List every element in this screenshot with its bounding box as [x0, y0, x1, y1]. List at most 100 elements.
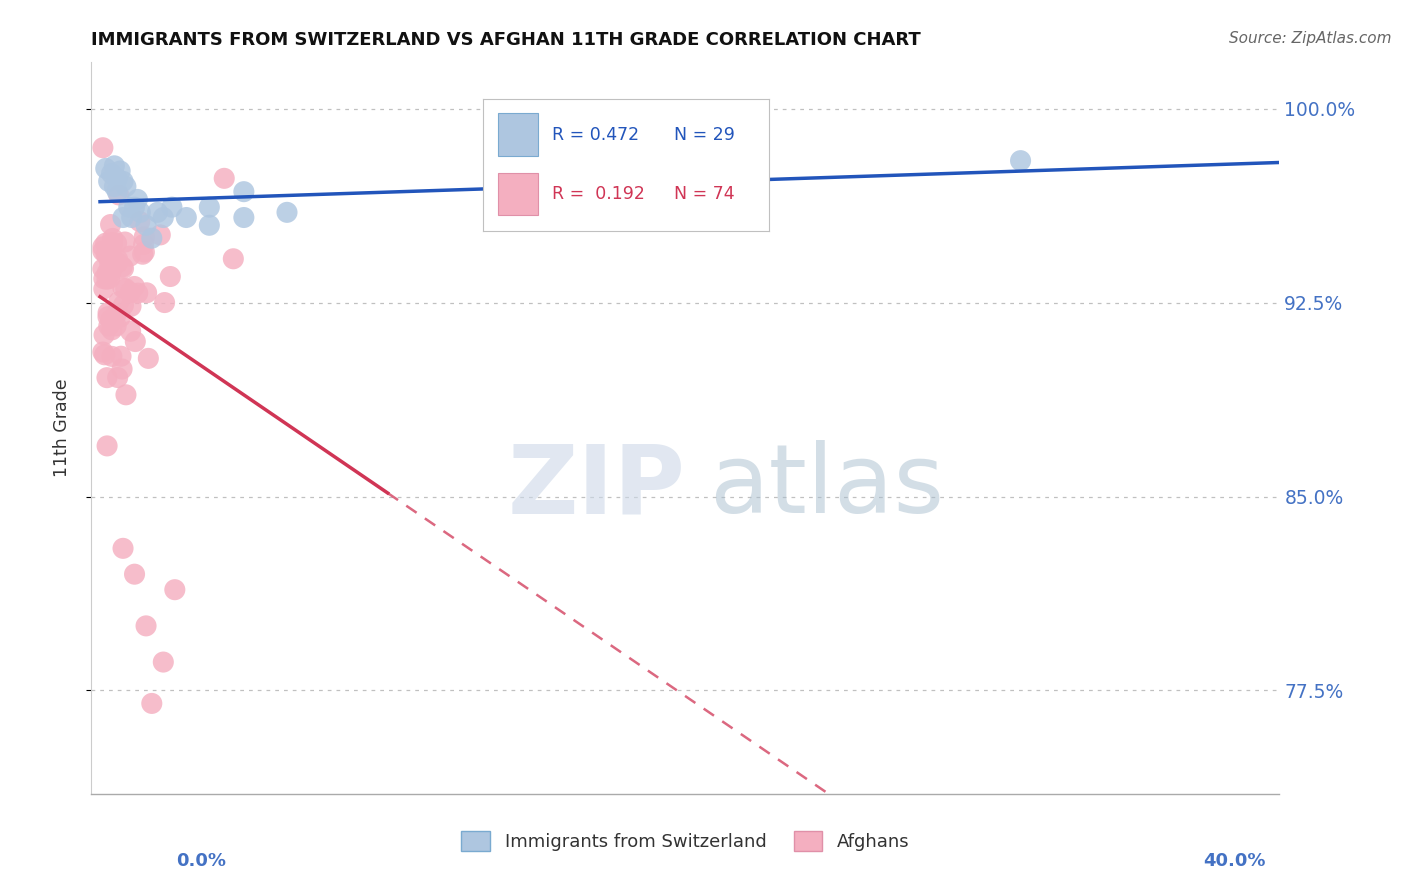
Point	[128, 214, 150, 228]
Point	[1010, 153, 1032, 168]
Point	[100, 313, 122, 327]
Point	[121, 211, 143, 225]
Point	[98, 256, 121, 270]
Point	[105, 308, 128, 322]
Point	[96, 272, 118, 286]
Point	[101, 231, 124, 245]
Point	[103, 313, 125, 327]
Point	[101, 235, 124, 250]
Point	[93, 282, 115, 296]
Point	[112, 541, 135, 556]
Point	[103, 159, 125, 173]
Point	[114, 282, 136, 296]
Point	[91, 240, 114, 254]
Point	[112, 174, 135, 188]
Point	[112, 298, 135, 312]
Point	[111, 281, 134, 295]
Point	[103, 179, 125, 194]
Point	[105, 236, 128, 251]
Point	[93, 271, 115, 285]
Point	[93, 327, 115, 342]
Point	[135, 219, 157, 233]
Point	[91, 141, 114, 155]
Point	[176, 211, 198, 225]
Point	[135, 285, 157, 300]
Point	[120, 285, 142, 300]
Point	[96, 247, 118, 261]
Point	[232, 185, 254, 199]
Point	[138, 351, 160, 366]
Point	[96, 439, 118, 453]
Legend: Immigrants from Switzerland, Afghans: Immigrants from Switzerland, Afghans	[454, 823, 917, 858]
Point	[127, 193, 149, 207]
Point	[198, 219, 221, 233]
Point	[198, 200, 221, 214]
Point	[115, 179, 138, 194]
Point	[97, 319, 120, 334]
Point	[105, 318, 128, 333]
Point	[93, 348, 115, 362]
Point	[212, 171, 235, 186]
Text: IMMIGRANTS FROM SWITZERLAND VS AFGHAN 11TH GRADE CORRELATION CHART: IMMIGRANTS FROM SWITZERLAND VS AFGHAN 11…	[91, 31, 921, 49]
Point	[650, 167, 672, 181]
Point	[105, 185, 128, 199]
Point	[152, 211, 174, 225]
Point	[163, 582, 186, 597]
Point	[124, 279, 146, 293]
Point	[96, 370, 118, 384]
Point	[107, 188, 129, 202]
Point	[97, 306, 120, 320]
Point	[98, 271, 121, 285]
Point	[134, 230, 156, 244]
Point	[120, 299, 142, 313]
Point	[94, 161, 117, 176]
Point	[100, 218, 122, 232]
Point	[91, 345, 114, 359]
Text: atlas: atlas	[709, 440, 945, 533]
Point	[120, 324, 142, 338]
Point	[107, 256, 129, 270]
Point	[115, 388, 138, 402]
Point	[96, 266, 118, 280]
Point	[107, 252, 129, 267]
Point	[149, 227, 172, 242]
Point	[127, 286, 149, 301]
Point	[110, 349, 132, 363]
Y-axis label: 11th Grade: 11th Grade	[52, 379, 70, 477]
Point	[124, 200, 146, 214]
Point	[152, 655, 174, 669]
Text: 40.0%: 40.0%	[1204, 852, 1265, 870]
Point	[97, 174, 120, 188]
Point	[97, 249, 120, 263]
Point	[132, 237, 155, 252]
Point	[124, 567, 146, 582]
Point	[118, 200, 141, 214]
Point	[131, 247, 153, 261]
Point	[222, 252, 245, 266]
Point	[146, 205, 169, 219]
Point	[160, 200, 183, 214]
Point	[100, 167, 122, 181]
Point	[129, 205, 152, 219]
Point	[141, 697, 163, 711]
Point	[112, 261, 135, 276]
Point	[159, 269, 181, 284]
Point	[135, 619, 157, 633]
Point	[232, 211, 254, 225]
Point	[108, 294, 131, 309]
Point	[112, 211, 135, 225]
Point	[105, 171, 128, 186]
Point	[91, 261, 114, 276]
Point	[97, 310, 120, 324]
Point	[101, 323, 124, 337]
Point	[110, 310, 132, 324]
Point	[134, 245, 156, 260]
Point	[111, 260, 134, 274]
Point	[107, 370, 129, 384]
Text: Source: ZipAtlas.com: Source: ZipAtlas.com	[1229, 31, 1392, 46]
Text: 0.0%: 0.0%	[176, 852, 226, 870]
Point	[114, 235, 136, 249]
Point	[124, 334, 146, 349]
Point	[141, 231, 163, 245]
Point	[91, 244, 114, 259]
